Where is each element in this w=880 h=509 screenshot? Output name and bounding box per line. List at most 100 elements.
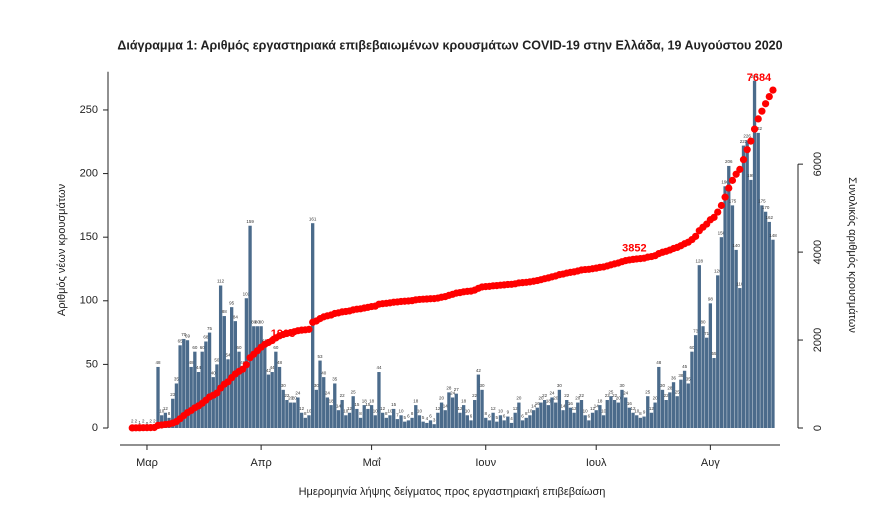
bar-value-label: 14 — [531, 403, 537, 408]
bar — [594, 410, 598, 428]
bar — [355, 408, 359, 428]
bar — [752, 80, 757, 428]
bar-value-label: 28 — [446, 386, 452, 391]
bar-value-label: 4 — [426, 416, 429, 421]
bar-value-label: 2 — [135, 419, 138, 424]
bar — [178, 345, 182, 428]
bar — [436, 412, 440, 428]
bar — [336, 410, 341, 428]
bar-value-label: 15 — [365, 402, 371, 407]
bar — [520, 420, 525, 428]
bar — [399, 415, 403, 428]
bar-value-label: 40 — [321, 370, 327, 375]
bar-value-label: 53 — [318, 354, 324, 359]
bar — [631, 412, 635, 428]
bar-value-label: 5 — [403, 415, 406, 420]
bar-value-label: 6 — [588, 414, 591, 419]
bar — [716, 275, 720, 428]
bar-value-label: 42 — [476, 368, 482, 373]
bar-value-label: 140 — [732, 243, 740, 248]
bar — [174, 383, 179, 428]
bar-value-label: 10 — [583, 408, 589, 413]
bar — [340, 400, 344, 428]
bar — [307, 415, 311, 428]
bar-value-label: 9 — [643, 410, 646, 415]
bar-value-label: 14 — [594, 403, 600, 408]
bar — [369, 405, 374, 428]
bar-value-label: 95 — [229, 300, 235, 305]
y2-tick-label: 6000 — [812, 152, 824, 176]
bar — [705, 337, 709, 428]
bar-value-label: 22 — [664, 393, 670, 398]
bar — [469, 420, 473, 428]
bar-value-label: 10 — [343, 408, 349, 413]
bar — [211, 377, 215, 428]
bar-value-label: 22 — [605, 393, 611, 398]
bar-value-label: 2 — [142, 419, 145, 424]
bar-value-label: 18 — [369, 398, 375, 403]
bar-value-label: 48 — [277, 360, 283, 365]
bar — [745, 140, 749, 428]
bar-value-label: 4 — [510, 416, 513, 421]
bar-value-label: 148 — [769, 233, 777, 238]
bar — [517, 402, 521, 428]
bar-value-label: 15 — [354, 402, 360, 407]
bar-value-label: 10 — [527, 408, 533, 413]
bar-value-label: 69 — [185, 333, 191, 338]
bar-value-label: 12 — [631, 406, 637, 411]
bar-value-label: 8 — [411, 411, 414, 416]
bar — [410, 417, 414, 428]
bar — [557, 389, 562, 428]
bar-value-label: 12 — [649, 406, 655, 411]
bar-value-label: 110 — [736, 281, 744, 286]
bar-value-label: 3 — [433, 417, 436, 422]
bar-value-label: 22 — [579, 393, 585, 398]
bar — [450, 397, 455, 428]
bar-value-label: 80 — [251, 319, 257, 324]
bar-value-label: 162 — [766, 215, 774, 220]
bar — [487, 420, 492, 428]
bar — [296, 397, 300, 428]
bar — [495, 421, 499, 428]
bar-value-label: 8 — [639, 411, 642, 416]
bar — [403, 421, 407, 428]
bar — [351, 396, 355, 428]
bar-value-label: 12 — [380, 406, 386, 411]
bar-value-label: 12 — [491, 406, 497, 411]
y2-tick-label: 0 — [812, 425, 824, 431]
bar-value-label: 54 — [225, 352, 231, 357]
bar — [406, 420, 411, 428]
bar-value-label: 22 — [612, 393, 618, 398]
bar — [546, 405, 550, 428]
bar — [671, 382, 676, 428]
bar-value-label: 112 — [217, 279, 225, 284]
bar — [277, 366, 282, 428]
bar — [616, 402, 620, 428]
bar — [465, 415, 469, 428]
bar-value-label: 48 — [156, 360, 162, 365]
bar — [373, 415, 377, 428]
bar-value-label: 60 — [200, 345, 206, 350]
x-tick-label: Ιουν — [475, 457, 496, 469]
bar — [200, 351, 204, 428]
bar-value-label: 20 — [439, 396, 445, 401]
bar — [274, 351, 278, 428]
bar — [657, 366, 661, 428]
bar — [377, 372, 381, 428]
bar-value-label: 25 — [351, 389, 357, 394]
bar — [579, 400, 584, 428]
bar-value-label: 9 — [507, 410, 510, 415]
bar — [447, 392, 451, 428]
bar — [207, 332, 212, 428]
bar-value-label: 60 — [237, 345, 243, 350]
bar — [322, 377, 326, 428]
bar — [627, 407, 632, 428]
bar — [509, 422, 514, 428]
bar-value-label: 24 — [295, 391, 301, 396]
bar-value-label: 24 — [623, 391, 629, 396]
bar — [226, 359, 230, 428]
bar — [241, 366, 245, 428]
bar — [682, 370, 687, 428]
bar-value-label: 70 — [181, 332, 187, 337]
